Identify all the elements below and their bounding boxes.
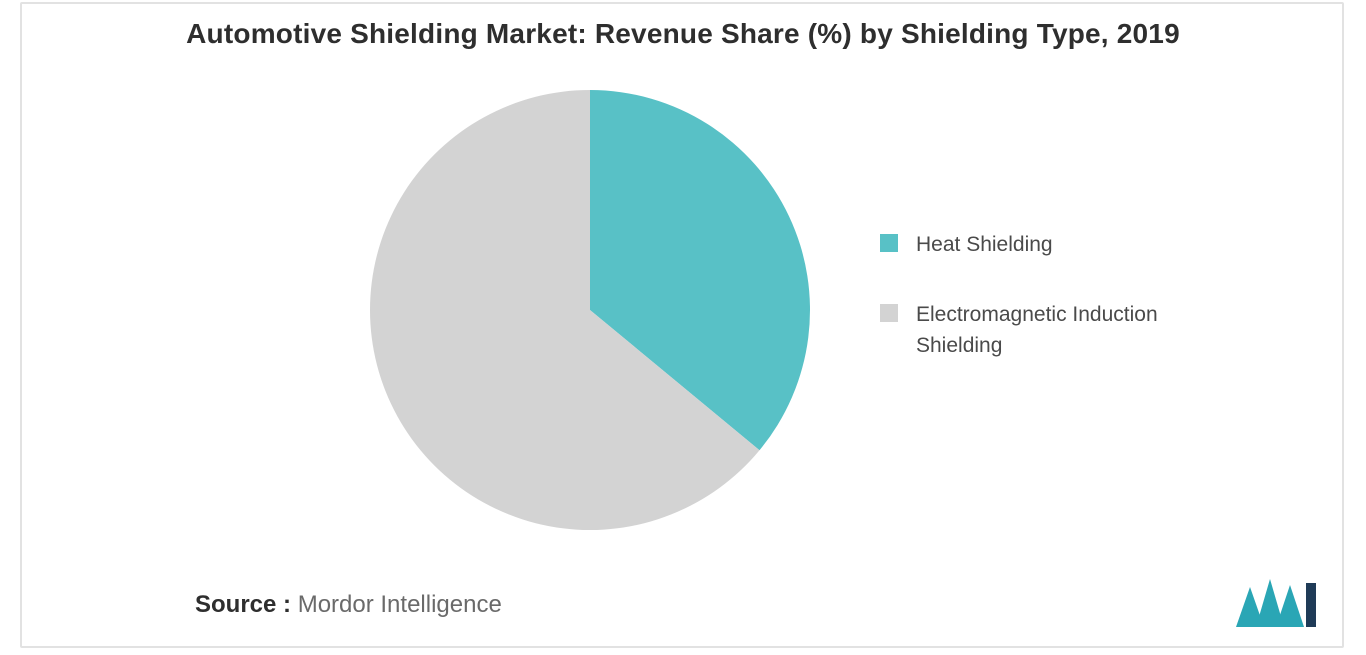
pie-chart (360, 80, 820, 540)
legend-swatch-icon (880, 304, 898, 322)
legend-item: Heat Shielding (880, 230, 1260, 260)
legend-swatch-icon (880, 234, 898, 252)
source-value: Mordor Intelligence (298, 591, 502, 618)
source-label: Source : (195, 591, 291, 618)
legend-label: Electromagnetic Induction Shielding (916, 300, 1216, 361)
logo-bar-3 (1276, 585, 1304, 627)
logo-accent (1306, 583, 1316, 627)
pie-svg (360, 80, 820, 540)
legend-item: Electromagnetic Induction Shielding (880, 300, 1260, 361)
chart-title: Automotive Shielding Market: Revenue Sha… (0, 18, 1366, 50)
legend-label: Heat Shielding (916, 230, 1053, 260)
source-line: Source : Mordor Intelligence (195, 591, 502, 619)
brand-logo-icon (1236, 579, 1320, 627)
legend: Heat Shielding Electromagnetic Induction… (880, 230, 1260, 401)
